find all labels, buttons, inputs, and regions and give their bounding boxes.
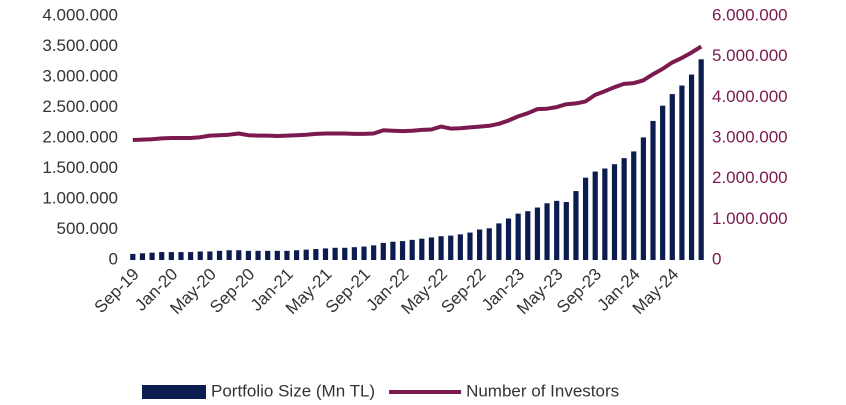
bar xyxy=(236,250,242,260)
bar xyxy=(139,253,146,260)
bar xyxy=(631,151,637,260)
bar xyxy=(467,232,473,260)
bar xyxy=(496,223,502,260)
bar xyxy=(486,228,492,260)
bar xyxy=(361,246,367,260)
bar xyxy=(640,137,646,260)
bar xyxy=(371,245,377,260)
x-tick-label: Sep-19 xyxy=(91,265,143,317)
bar xyxy=(409,239,415,260)
y2-tick-label: 3.000.000 xyxy=(712,127,788,146)
bar xyxy=(197,251,203,260)
bar xyxy=(428,237,435,260)
bar xyxy=(351,247,357,260)
bar xyxy=(226,250,232,260)
bar xyxy=(669,94,675,260)
y2-tick-label: 1.000.000 xyxy=(712,209,788,228)
bar xyxy=(188,252,194,260)
y-tick-label: 3.500.000 xyxy=(42,36,118,55)
bar xyxy=(611,164,618,260)
bar xyxy=(265,250,271,260)
y2-tick-label: 4.000.000 xyxy=(712,87,788,106)
bar xyxy=(284,250,290,260)
bar xyxy=(650,120,656,260)
y-tick-label: 4.000.000 xyxy=(42,5,118,24)
bar xyxy=(477,229,483,260)
y2-tick-label: 5.000.000 xyxy=(712,46,788,65)
y-tick-label: 2.000.000 xyxy=(42,127,118,146)
bar xyxy=(505,218,512,260)
bar xyxy=(390,241,396,260)
bar xyxy=(448,235,454,260)
bar xyxy=(592,171,598,260)
bar xyxy=(274,250,280,260)
bar xyxy=(419,238,425,260)
bar xyxy=(698,59,704,261)
bar xyxy=(563,202,569,260)
bar xyxy=(544,203,550,260)
y-tick-label: 3.000.000 xyxy=(42,66,118,85)
bar xyxy=(621,158,627,260)
bar xyxy=(660,105,666,260)
bar xyxy=(255,250,261,260)
y2-tick-label: 2.000.000 xyxy=(712,168,788,187)
bar xyxy=(534,207,541,260)
bar xyxy=(457,234,463,260)
bar xyxy=(602,168,608,260)
legend-label: Number of Investors xyxy=(466,381,619,400)
bar xyxy=(168,252,174,260)
bar xyxy=(342,247,348,260)
line xyxy=(132,44,703,142)
y2-tick-label: 0 xyxy=(712,249,721,268)
bar xyxy=(679,85,685,260)
bar xyxy=(130,253,136,260)
bar xyxy=(159,252,165,260)
bar xyxy=(525,211,531,260)
bar xyxy=(380,242,386,260)
bar xyxy=(293,250,300,260)
bar xyxy=(515,213,521,260)
bar xyxy=(399,241,406,260)
bar xyxy=(313,249,319,260)
bar xyxy=(322,248,329,260)
legend-swatch xyxy=(142,385,206,399)
bar xyxy=(573,191,579,260)
bar xyxy=(688,74,695,260)
bar xyxy=(438,236,444,260)
legend-label: Portfolio Size (Mn TL) xyxy=(211,381,375,400)
y-tick-label: 1.500.000 xyxy=(42,158,118,177)
bar xyxy=(303,249,309,260)
bar xyxy=(216,250,223,260)
bar xyxy=(245,250,252,260)
y-tick-label: 0 xyxy=(109,249,118,268)
bar xyxy=(582,177,589,260)
bar xyxy=(178,252,184,260)
bar xyxy=(332,247,338,260)
y-tick-label: 1.000.000 xyxy=(42,188,118,207)
bar xyxy=(149,252,155,260)
y2-tick-label: 6.000.000 xyxy=(712,5,788,24)
y-tick-label: 2.500.000 xyxy=(42,97,118,116)
bar xyxy=(554,200,560,260)
bar xyxy=(207,251,213,260)
y-tick-label: 500.000 xyxy=(57,219,118,238)
